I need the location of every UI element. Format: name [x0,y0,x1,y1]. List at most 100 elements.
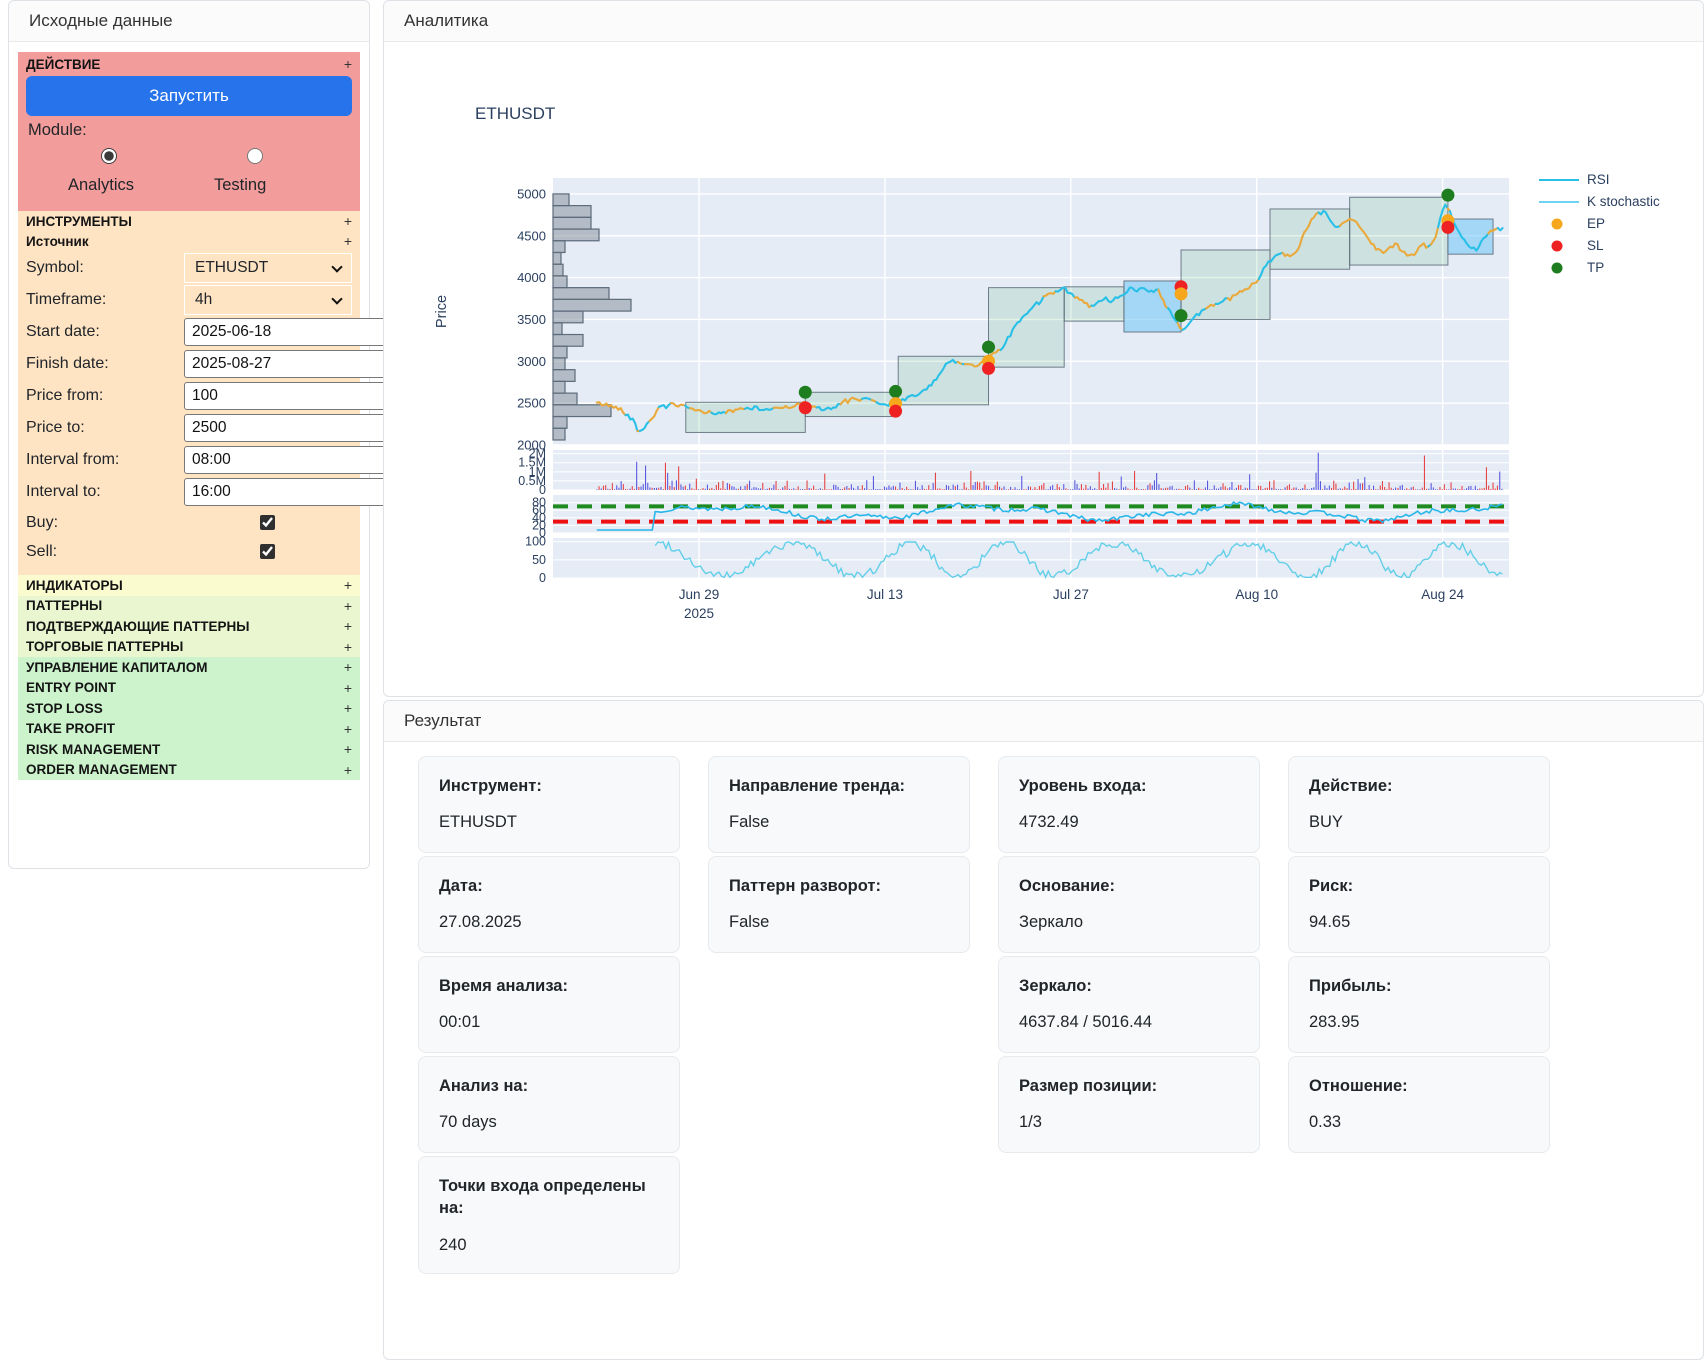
volume-bar [1233,489,1235,490]
legend-item-ep[interactable]: EP [1551,216,1606,231]
volume-bar [1257,485,1259,490]
sidebar-section-паттерны[interactable]: ПАТТЕРНЫ + [18,595,360,617]
volume-bar [693,489,695,490]
sl-marker[interactable] [1441,220,1455,234]
sl-marker[interactable] [982,361,996,375]
expand-plus-icon: + [343,700,352,717]
volume-bar [1003,486,1005,490]
results-grid: Инструмент: ETHUSDT Дата: 27.08.2025 Время а… [384,742,1703,1314]
result-label: Время анализа: [439,977,568,995]
module-radio-analytics[interactable] [101,148,117,164]
volume-bar [983,481,985,490]
volume-bar [1481,488,1483,490]
finish-date-input[interactable] [184,350,400,379]
price-line-cyan [1214,297,1229,305]
volume-bar [930,489,932,490]
price-line-orange [724,407,747,415]
volume-bar [1390,487,1392,490]
volume-bar [740,486,742,490]
volume-bar [1342,488,1344,490]
sidebar-section-индикаторы[interactable]: ИНДИКАТОРЫ + [18,575,360,596]
volume-bar [678,466,680,490]
sidebar-section-take-profit[interactable]: TAKE PROFIT + [18,718,360,740]
start-date-input[interactable] [184,318,400,347]
legend-item-rsi[interactable]: RSI [1539,172,1610,187]
expand-plus-icon: + [343,577,352,594]
volume-bar [952,484,954,490]
svg-text:2M: 2M [529,447,546,461]
volume-bar [1492,482,1494,490]
sl-marker[interactable] [798,401,812,415]
result-card: Время анализа: 00:01 [418,956,680,1053]
price-line-cyan [999,295,1045,352]
ep-marker[interactable] [1174,287,1188,301]
volume-bar [1377,489,1379,490]
section-header-action[interactable]: ДЕЙСТВИЕ + [26,54,352,74]
volume-bar [1094,488,1096,490]
action-section: ДЕЙСТВИЕ + Запустить Module: Analytics Testin… [18,52,360,212]
tp-marker[interactable] [798,385,812,399]
volume-bar [616,485,618,490]
svg-text:ETHUSDT: ETHUSDT [475,104,555,123]
chart-area[interactable]: ETHUSDT Price 2000 2500 3000 3500 4000 4500 5000… [384,42,1703,640]
svg-text:5000: 5000 [517,186,546,201]
volume-bar [1284,487,1286,490]
sidebar-section-торговые-паттерны[interactable]: ТОРГОВЫЕ ПАТТЕРНЫ + [18,636,360,658]
volume-bar [939,488,941,490]
buy-checkbox[interactable] [260,515,275,531]
volume-bar [1483,487,1485,490]
section-header-source[interactable]: Источник + [26,231,352,251]
svg-text:2500: 2500 [517,396,546,411]
price-to-input[interactable] [184,414,400,443]
legend-item-tp[interactable]: TP [1551,260,1605,275]
sidebar-section-stop-loss[interactable]: STOP LOSS + [18,698,360,719]
symbol-select[interactable]: ETHUSDT [184,253,352,284]
sell-checkbox[interactable] [260,544,275,560]
sidebar-section-управление-капиталом[interactable]: УПРАВЛЕНИЕ КАПИТАЛОМ + [18,657,360,678]
price-line-cyan [815,402,842,412]
sidebar-section-entry-point[interactable]: ENTRY POINT + [18,677,360,699]
volume-bar [954,486,956,490]
interval-to-input[interactable] [184,478,400,507]
volume-bar [1454,488,1456,490]
ethusdt-chart[interactable]: ETHUSDTPrice2000250030003500400045005000… [384,43,1703,635]
volume-bar [667,472,669,490]
sidebar-section-order-management[interactable]: ORDER MANAGEMENT + [18,759,360,781]
volume-bar [1118,489,1120,490]
tp-marker[interactable] [1174,309,1188,323]
sidebar-section-подтверждающие-паттерны[interactable]: ПОДТВЕРЖДАЮЩИЕ ПАТТЕРНЫ + [18,616,360,637]
tp-marker[interactable] [889,384,903,398]
run-button[interactable]: Запустить [26,76,352,116]
trade-zone-green [1180,249,1271,320]
volume-bar [1140,489,1142,490]
timeframe-select[interactable]: 4h [184,285,352,316]
volume-bar [1470,485,1472,490]
volume-bar [689,483,691,490]
svg-text:60: 60 [532,503,546,517]
volume-bar [775,481,777,490]
volume-bar [1463,489,1465,490]
volume-bar [762,482,764,490]
price-line-cyan [1317,209,1342,229]
legend-item-k-stochastic[interactable]: K stochastic [1539,194,1660,209]
volume-bar [1018,489,1020,490]
interval-from-input[interactable] [184,446,400,475]
svg-text:1M: 1M [529,465,546,479]
sidebar-section-risk-management[interactable]: RISK MANAGEMENT + [18,739,360,760]
section-header-instruments[interactable]: ИНСТРУМЕНТЫ + [26,211,352,231]
tp-marker[interactable] [982,340,996,354]
sl-marker[interactable] [889,404,903,418]
svg-text:0: 0 [539,483,546,497]
volume-bar [945,485,947,490]
price-from-input[interactable] [184,382,400,411]
legend-item-sl[interactable]: SL [1551,238,1605,253]
volume-bar [1311,488,1313,490]
volume-bar [700,489,702,490]
volume-bar [1501,488,1503,490]
module-radio-testing[interactable] [247,148,263,164]
volume-bar [1459,489,1461,490]
volume-profile-bar [552,322,563,336]
tp-marker[interactable] [1441,188,1455,202]
volume-profile-bar [552,345,568,359]
result-value: 4637.84 / 5016.44 [1019,1013,1153,1032]
